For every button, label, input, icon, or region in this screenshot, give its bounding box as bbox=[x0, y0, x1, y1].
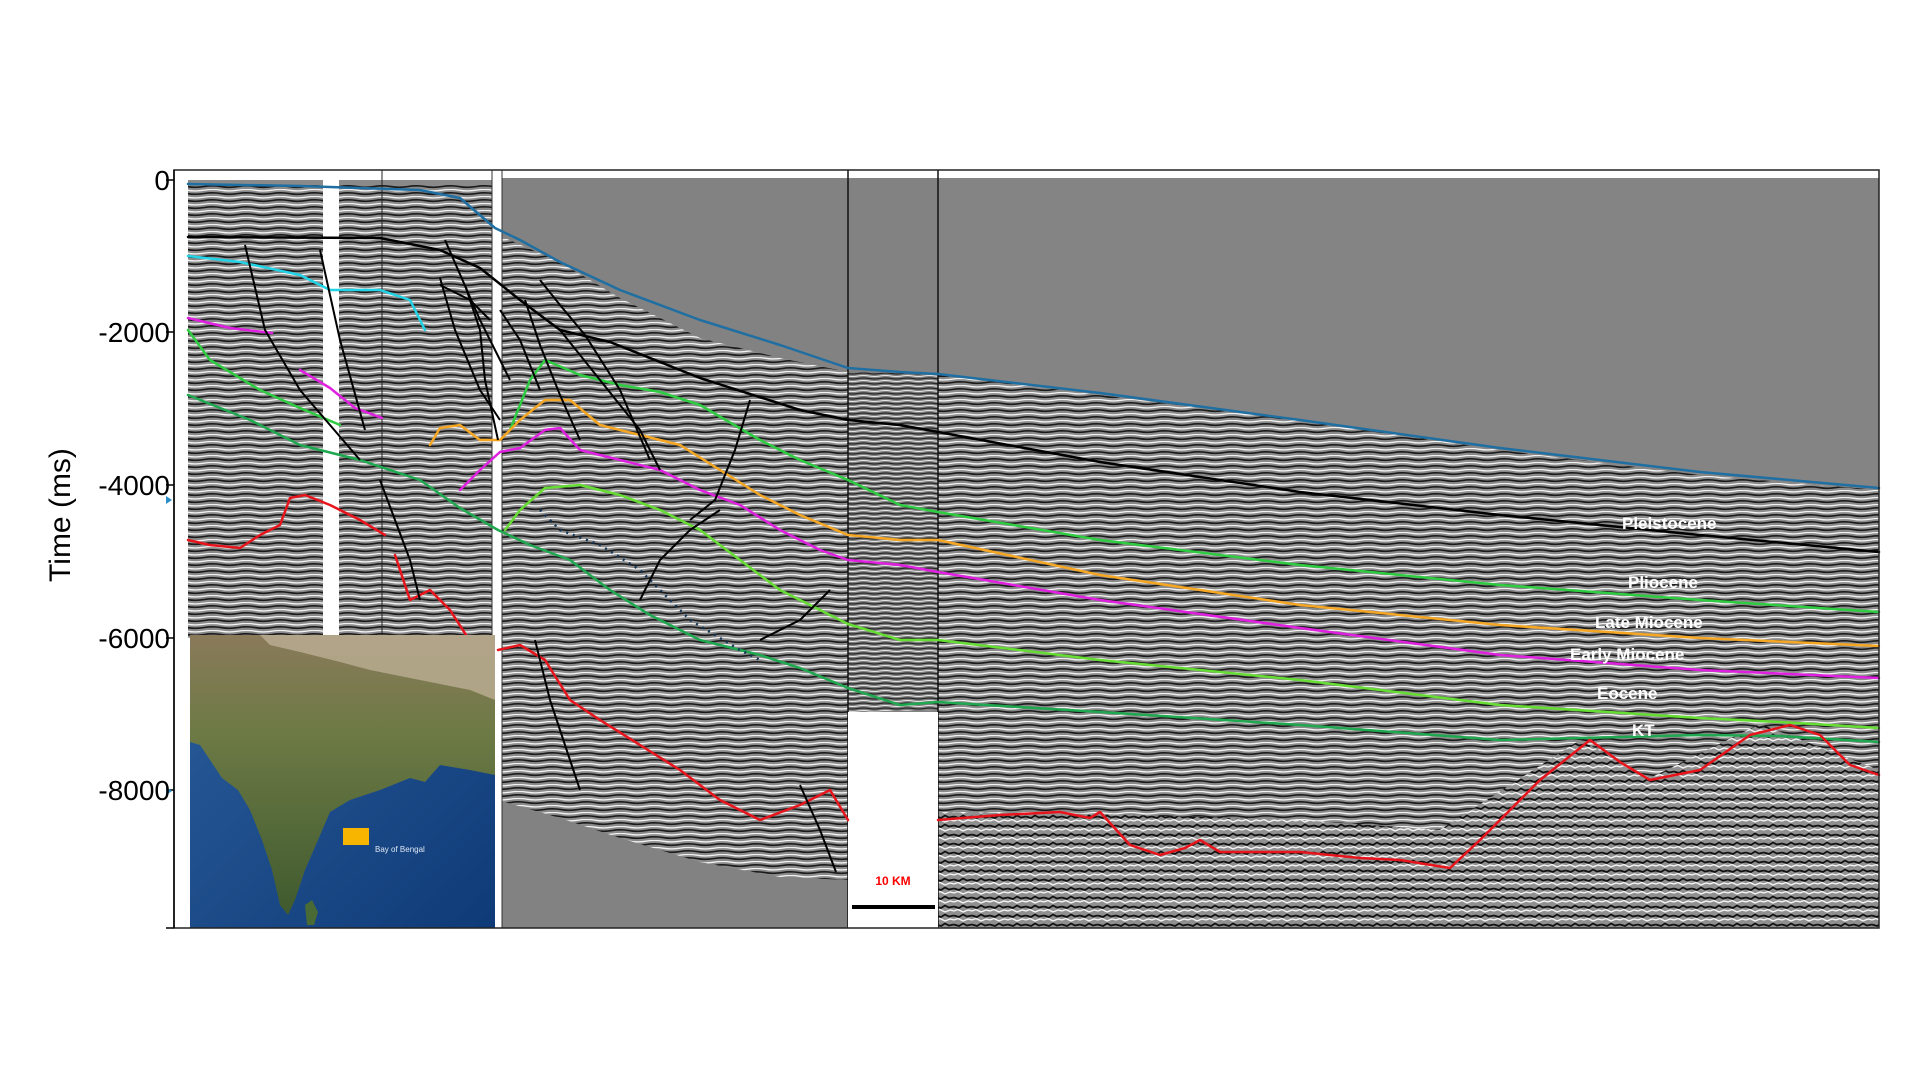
y-axis bbox=[166, 170, 175, 929]
horizon-cyan bbox=[186, 254, 427, 332]
y-tick-2: -4000 bbox=[98, 470, 170, 501]
horizon-pleistocene bbox=[186, 235, 1881, 554]
label-kt: KT bbox=[1632, 721, 1655, 740]
horizon-eocene-panel2 bbox=[503, 483, 850, 626]
inset-map-srilanka bbox=[305, 900, 318, 925]
inset-map: Bay of Bengal bbox=[190, 635, 495, 928]
faults bbox=[244, 239, 837, 873]
inset-map-land bbox=[190, 635, 495, 915]
horizon-pliocene bbox=[846, 478, 1881, 614]
horizon-basement-left-2 bbox=[393, 553, 470, 640]
seismic-panel-1-data bbox=[188, 185, 498, 638]
y-axis-title: Time (ms) bbox=[44, 448, 77, 582]
horizon-basement bbox=[936, 723, 1881, 870]
horizon-basement-left bbox=[186, 493, 387, 550]
y-tick-0: 0 bbox=[154, 165, 170, 196]
horizon-basement-panel2 bbox=[496, 643, 850, 822]
horizon-pliocene-panel2 bbox=[508, 358, 850, 482]
scale-bar-label: 10 KM bbox=[875, 874, 910, 888]
horizon-magenta-mid bbox=[298, 368, 384, 420]
horizon-kt-panel2 bbox=[496, 528, 850, 690]
data-gap-column bbox=[323, 170, 339, 638]
label-pliocene: Pliocene bbox=[1628, 573, 1698, 592]
scale-box bbox=[848, 712, 938, 928]
y-tick-3: -6000 bbox=[98, 623, 170, 654]
study-area-marker bbox=[343, 828, 369, 845]
y-tick-1: -2000 bbox=[98, 317, 170, 348]
label-late-miocene: Late Miocene bbox=[1595, 613, 1703, 632]
seabed-horizon bbox=[186, 182, 1881, 490]
horizon-green-upper bbox=[186, 328, 342, 427]
label-eocene: Eocene bbox=[1597, 684, 1657, 703]
horizon-earlymiocene bbox=[846, 558, 1881, 680]
label-early-miocene: Early Miocene bbox=[1570, 645, 1684, 664]
horizon-kt bbox=[846, 686, 1881, 744]
horizon-earlymiocene-panel2 bbox=[458, 426, 850, 562]
fault-dotted bbox=[539, 509, 761, 662]
inset-map-himalaya bbox=[260, 635, 495, 700]
seismic-panel-3-data bbox=[848, 372, 938, 712]
inset-map-label: Bay of Bengal bbox=[375, 845, 425, 854]
label-pleistocene: Pleistocene bbox=[1622, 514, 1717, 533]
horizon-latemiocene bbox=[846, 533, 1881, 648]
horizon-magenta-upper bbox=[186, 316, 274, 335]
y-tick-4: -8000 bbox=[98, 775, 170, 806]
horizon-latemiocene-panel2 bbox=[428, 398, 850, 537]
horizon-eocene bbox=[846, 622, 1881, 730]
